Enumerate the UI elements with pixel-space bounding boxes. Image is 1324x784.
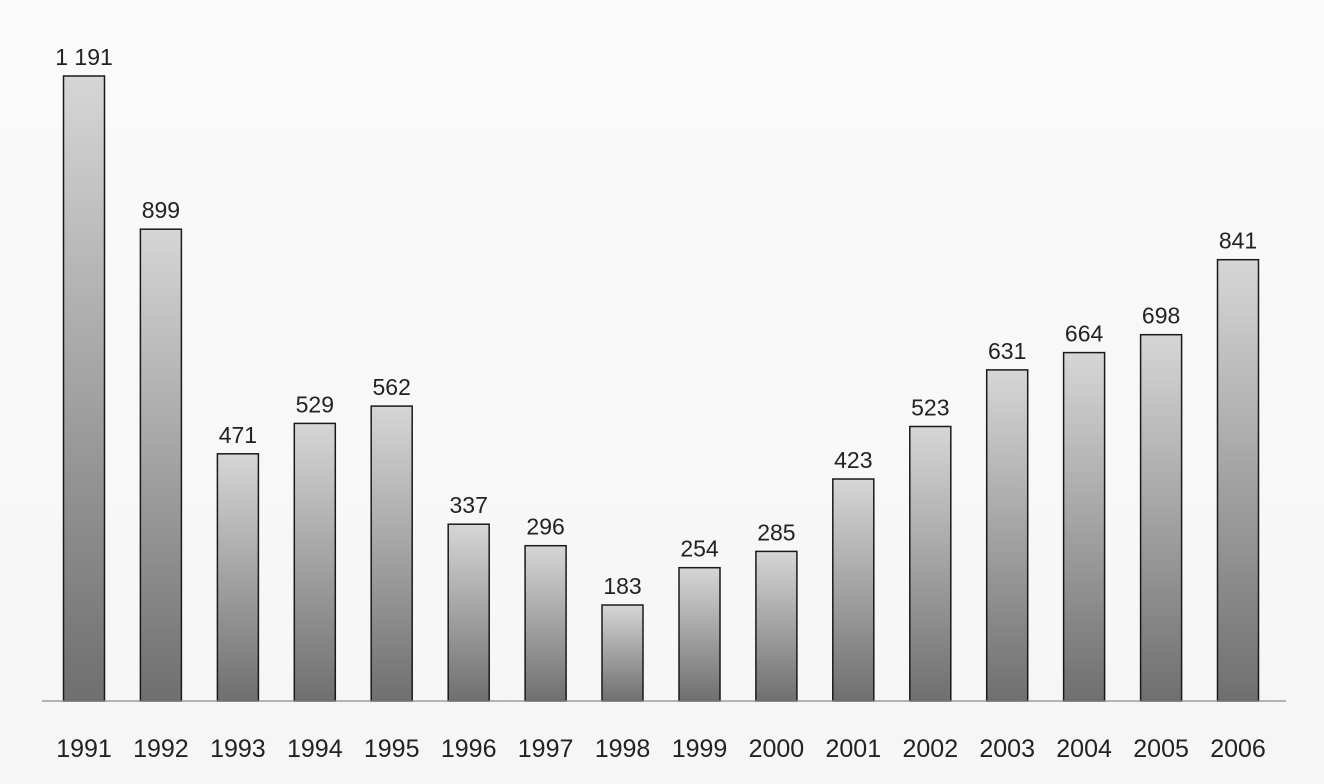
x-tick-label-2006: 2006: [1210, 735, 1266, 763]
x-tick-labels-group: 1991 1992 1993 1994 1995 1996 1997 1998 1999 2000…: [56, 735, 1266, 763]
x-tick-label-1994: 1994: [287, 735, 343, 763]
bar-1999: [678, 566, 721, 702]
x-tick-label-2000: 2000: [749, 735, 805, 763]
data-label-1991: 1 191: [55, 44, 113, 70]
bars-group: [62, 75, 1260, 702]
bar-1998: [601, 604, 644, 702]
data-label-2001: 423: [834, 447, 872, 473]
data-label-1992: 899: [142, 197, 180, 223]
data-label-1996: 337: [450, 492, 488, 518]
x-tick-label-1992: 1992: [133, 735, 189, 763]
data-label-1993: 471: [219, 422, 257, 448]
x-tick-label-2004: 2004: [1056, 735, 1112, 763]
x-tick-label-1997: 1997: [518, 735, 574, 763]
x-tick-label-1991: 1991: [56, 735, 112, 763]
data-label-1994: 529: [296, 391, 334, 417]
bar-2001: [832, 478, 875, 702]
data-label-2003: 631: [988, 338, 1026, 364]
bar-1992: [139, 228, 183, 702]
data-label-1998: 183: [603, 573, 641, 599]
data-label-2006: 841: [1219, 228, 1257, 254]
x-tick-label-2002: 2002: [902, 735, 958, 763]
data-label-1999: 254: [680, 536, 719, 562]
bar-2006: [1216, 258, 1260, 702]
data-label-2002: 523: [911, 395, 949, 421]
x-tick-label-1995: 1995: [364, 735, 420, 763]
x-tick-label-2005: 2005: [1133, 735, 1189, 763]
x-tick-label-1996: 1996: [441, 735, 497, 763]
x-tick-label-1998: 1998: [595, 735, 651, 763]
bar-1993: [216, 453, 260, 702]
x-tick-label-1993: 1993: [210, 735, 266, 763]
bar-2000: [755, 550, 798, 702]
data-label-2005: 698: [1142, 303, 1180, 329]
bar-2003: [985, 369, 1029, 702]
bar-2004: [1062, 351, 1106, 702]
bar-1991: [62, 75, 106, 702]
x-tick-label-1999: 1999: [672, 735, 728, 763]
x-tick-label-2001: 2001: [825, 735, 881, 763]
bar-1994: [293, 422, 337, 702]
bar-1995: [370, 405, 413, 702]
x-tick-label-2003: 2003: [979, 735, 1035, 763]
bar-1996: [447, 523, 490, 702]
data-label-2000: 285: [757, 519, 795, 545]
data-label-1995: 562: [373, 374, 411, 400]
data-labels-group: 1 191 899 471 529 562 337 296 183 254 285 423 523 63…: [55, 44, 1257, 599]
bar-2002: [909, 425, 952, 702]
bar-2005: [1139, 333, 1183, 702]
bar-1997: [524, 544, 567, 702]
data-label-2004: 664: [1065, 321, 1104, 347]
data-label-1997: 296: [526, 514, 564, 540]
